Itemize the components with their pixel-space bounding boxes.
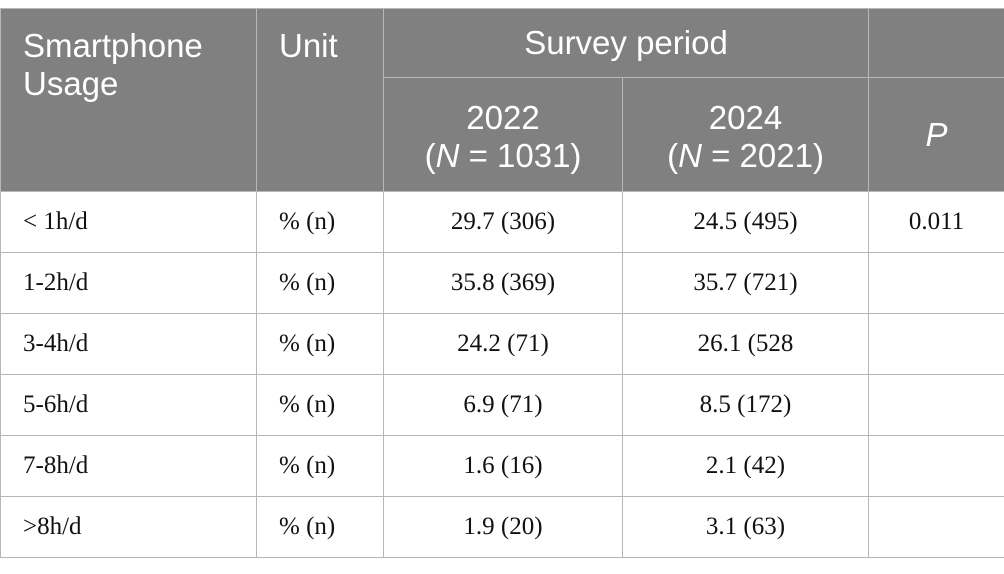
cell-p-value <box>868 496 1004 558</box>
table-row: 7-8h/d % (n) 1.6 (16) 2.1 (42) <box>0 435 1004 497</box>
table-header: Smartphone Usage Unit Survey period 2022… <box>0 8 1004 192</box>
cell-p-value <box>868 252 1004 314</box>
table-row: 1-2h/d % (n) 35.8 (369) 35.7 (721) <box>0 252 1004 314</box>
n-count-2022: = 1031) <box>459 136 582 174</box>
cell-value-2024: 26.1 (528 <box>621 313 870 375</box>
cell-value-2024: 35.7 (721) <box>621 252 870 314</box>
header-row-1: Smartphone Usage Unit Survey period <box>0 8 1004 192</box>
cell-value-2022: 6.9 (71) <box>383 374 623 436</box>
cell-usage: 1-2h/d <box>0 252 257 314</box>
header-row-2: 2022 (N = 1031) 2024 (N = 2021) P <box>1 77 1004 192</box>
cell-usage: >8h/d <box>0 496 257 558</box>
year-2024-label: 2024 <box>708 98 783 136</box>
cell-value-2024: 8.5 (172) <box>621 374 870 436</box>
cell-value-2024: 2.1 (42) <box>621 435 870 497</box>
cell-usage: 5-6h/d <box>0 374 257 436</box>
n-symbol-2022: N <box>435 136 460 174</box>
header-smartphone-usage: Smartphone Usage <box>0 8 257 192</box>
table-row: >8h/d % (n) 1.9 (20) 3.1 (63) <box>0 496 1004 558</box>
cell-unit: % (n) <box>256 191 384 253</box>
table-row: 3-4h/d % (n) 24.2 (71) 26.1 (528 <box>0 313 1004 375</box>
cell-usage: < 1h/d <box>0 191 257 253</box>
smartphone-usage-table: Smartphone Usage Unit Survey period 2022… <box>0 8 1004 558</box>
n-count-2024: = 2021) <box>701 136 824 174</box>
cell-unit: % (n) <box>256 252 384 314</box>
cell-p-value: 0.011 <box>868 191 1004 253</box>
cell-unit: % (n) <box>256 374 384 436</box>
cell-p-value <box>868 374 1004 436</box>
year-2022-label: 2022 <box>466 98 540 136</box>
cell-unit: % (n) <box>256 496 384 558</box>
header-empty-cell <box>868 8 1004 78</box>
cell-usage: 7-8h/d <box>0 435 257 497</box>
header-year-2022: 2022 (N = 1031) <box>383 77 623 192</box>
cell-value-2022: 1.6 (16) <box>383 435 623 497</box>
header-survey-period: Survey period <box>382 8 870 78</box>
cell-value-2024: 24.5 (495) <box>621 191 870 253</box>
cell-value-2022: 1.9 (20) <box>383 496 623 558</box>
cell-unit: % (n) <box>256 313 384 375</box>
header-year-2024: 2024 (N = 2021) <box>621 77 870 192</box>
cell-unit: % (n) <box>256 435 384 497</box>
table-body: < 1h/d % (n) 29.7 (306) 24.5 (495) 0.011… <box>0 191 1004 558</box>
table-row: < 1h/d % (n) 29.7 (306) 24.5 (495) 0.011 <box>0 191 1004 253</box>
cell-p-value <box>868 435 1004 497</box>
cell-value-2022: 24.2 (71) <box>383 313 623 375</box>
cell-value-2024: 3.1 (63) <box>621 496 870 558</box>
n-symbol-2024: N <box>678 136 702 174</box>
header-p-value: P <box>868 77 1004 192</box>
cell-value-2022: 35.8 (369) <box>383 252 623 314</box>
table-row: 5-6h/d % (n) 6.9 (71) 8.5 (172) <box>0 374 1004 436</box>
cell-p-value <box>868 313 1004 375</box>
header-unit: Unit <box>256 8 384 192</box>
p-symbol: P <box>925 115 948 153</box>
cell-usage: 3-4h/d <box>0 313 257 375</box>
cell-value-2022: 29.7 (306) <box>383 191 623 253</box>
